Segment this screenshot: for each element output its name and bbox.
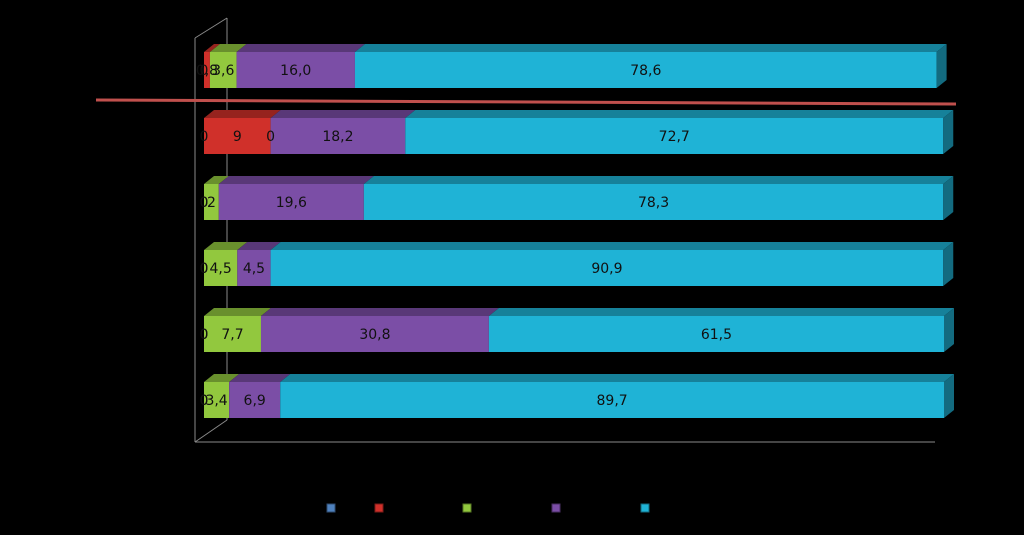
bar-top-r4-s3: [204, 242, 248, 250]
bar-top-r6-s3: [204, 374, 240, 382]
data-label-r3-s3: 2: [207, 195, 216, 211]
data-label-r3-s2: 0: [200, 195, 209, 211]
chart-bars: [204, 44, 955, 418]
bar-top-r1-s5: [354, 44, 947, 52]
data-label-r2-s4: 18,2: [322, 129, 353, 145]
axis-wall-top: [194, 17, 228, 39]
data-label-r6-s4: 6,9: [244, 393, 266, 409]
data-label-r1-s3: 3,6: [212, 63, 234, 79]
bar-top-r3-s5: [363, 176, 954, 184]
axis-floor-depth: [194, 419, 228, 443]
bar-segment-r3-s4: [218, 184, 364, 220]
bar-segment-r6-s4: [229, 382, 281, 418]
bar-segment-r2-s4: [270, 118, 406, 154]
data-label-r6-s1: 0: [200, 393, 209, 409]
bar-top-r1-s2: [204, 44, 220, 52]
bar-segment-r5-s5: [488, 316, 944, 352]
legend-swatch-2: [374, 503, 384, 513]
bar-segment-r2-s2: [204, 118, 271, 154]
bar-top-r2-s2: [204, 110, 281, 118]
bar-side-r5: [944, 308, 954, 352]
data-label-r1-s4: 16,0: [280, 63, 311, 79]
data-label-r3-s1: 0: [200, 195, 209, 211]
chart-legend: [326, 503, 650, 513]
data-label-r5-s4: 30,8: [359, 327, 390, 343]
data-label-r6-s3: 3,4: [205, 393, 227, 409]
legend-swatch-3: [462, 503, 472, 513]
bar-segment-r5-s4: [260, 316, 489, 352]
bar-segment-r4-s5: [270, 250, 944, 286]
bar-segment-r2-s5: [405, 118, 944, 154]
bar-top-r2-s5: [405, 110, 954, 118]
bar-top-r3-s3: [204, 176, 229, 184]
bar-segment-r6-s3: [204, 382, 230, 418]
data-label-r5-s1: 0: [200, 327, 209, 343]
bar-side-r1: [936, 44, 947, 88]
data-label-r2-s5: 72,7: [659, 129, 690, 145]
bar-top-r1-s3: [209, 44, 247, 52]
data-label-r2-s3: 0: [266, 129, 275, 145]
bar-top-r6-s5: [280, 374, 955, 382]
data-label-r3-s4: 19,6: [276, 195, 307, 211]
bar-top-r2-s4: [270, 110, 416, 118]
data-label-r4-s4: 4,5: [243, 261, 265, 277]
bar-side-r2: [943, 110, 954, 154]
bar-side-r4: [943, 242, 954, 286]
bar-top-r3-s4: [218, 176, 374, 184]
bar-top-r6-s4: [229, 374, 291, 382]
bar-segment-r4-s4: [237, 250, 271, 286]
legend-swatch-4: [551, 503, 561, 513]
reference-line-group: [95, 98, 957, 106]
bar-segment-r6-s5: [280, 382, 945, 418]
data-label-r6-s5: 89,7: [597, 393, 628, 409]
bar-top-r4-s4: [237, 242, 281, 250]
bar-top-r5-s3: [204, 308, 271, 316]
data-label-r6-s2: 0: [200, 393, 209, 409]
data-label-r4-s3: 4,5: [210, 261, 232, 277]
bar-top-r5-s5: [488, 308, 954, 316]
data-label-r2-s2: 9: [233, 129, 242, 145]
data-label-r4-s2: 0: [200, 261, 209, 277]
bar-segment-r1-s2: [204, 52, 210, 88]
data-label-r5-s2: 0: [200, 327, 209, 343]
bar-top-r1-s4: [236, 44, 365, 52]
legend-swatch-5: [640, 503, 650, 513]
bar-segment-r1-s4: [236, 52, 355, 88]
bar-segment-r1-s3: [209, 52, 237, 88]
bar-top-r5-s4: [260, 308, 499, 316]
data-label-r5-s3: 7,7: [221, 327, 243, 343]
bar-segment-r1-s5: [354, 52, 937, 88]
bar-segment-r3-s5: [363, 184, 944, 220]
bar-side-r3: [943, 176, 954, 220]
bar-side-r6: [944, 374, 954, 418]
data-label-r1-s5: 78,6: [630, 63, 661, 79]
bar-segment-r3-s3: [204, 184, 219, 220]
data-label-r2-s1: 0: [200, 129, 209, 145]
bar-top-r4-s5: [270, 242, 954, 250]
legend-swatch-1: [326, 503, 336, 513]
data-label-r1-s1: 0: [200, 63, 209, 79]
data-label-r4-s1: 0: [200, 261, 209, 277]
data-label-r4-s5: 90,9: [591, 261, 622, 277]
bar-segment-r5-s3: [204, 316, 261, 352]
data-label-r1-s2: 0,8: [196, 63, 218, 79]
data-label-r5-s5: 61,5: [701, 327, 732, 343]
reference-line: [95, 98, 957, 106]
data-label-r3-s5: 78,3: [638, 195, 669, 211]
bar-segment-r4-s3: [204, 250, 238, 286]
